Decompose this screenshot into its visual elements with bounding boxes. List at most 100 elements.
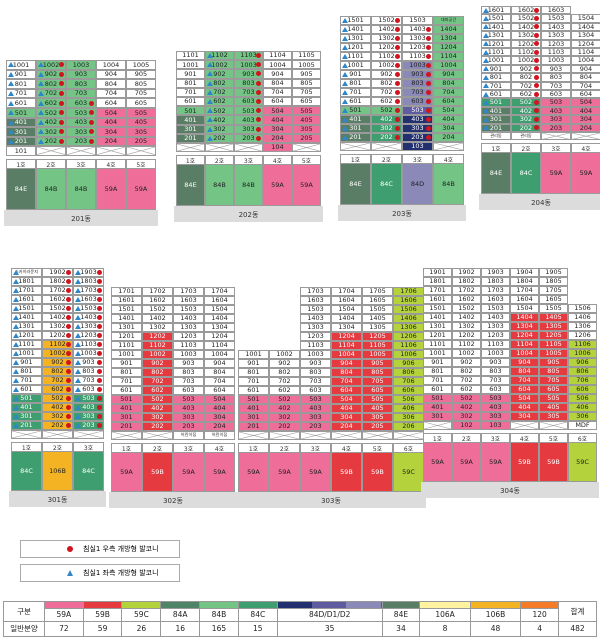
unit-number: 402 — [151, 404, 164, 413]
unit-cell: 702 — [452, 376, 481, 385]
unit-number: 1403 — [487, 313, 504, 322]
unit-cell: 1201 — [340, 43, 371, 52]
red-dot-icon — [534, 66, 539, 72]
red-dot-icon — [66, 324, 71, 329]
unit-cell: 902 — [42, 358, 73, 367]
type-swatch — [199, 601, 239, 609]
unit-cell: 502 — [142, 395, 173, 404]
unit-cell: 601 — [238, 386, 269, 395]
unit-number: 1401 — [118, 314, 135, 323]
unit-number: 404 — [340, 404, 353, 413]
unit-cell: 205 — [292, 133, 321, 143]
unit-number: 1601 — [487, 6, 505, 14]
unit-type-cell: 59A — [173, 452, 204, 492]
unit-number: 1202 — [149, 332, 166, 341]
unit-number: 1701 — [118, 287, 135, 296]
unit-number: 1603 — [80, 295, 97, 304]
unit-number: 906 — [576, 358, 589, 367]
pilotis-cell — [331, 431, 362, 440]
unit-number: 902 — [278, 359, 291, 368]
unit-cell: 어린이집 — [204, 431, 235, 440]
unit-number: 301 — [184, 124, 197, 133]
unit-cell: 203 — [173, 422, 204, 431]
unit-number: 1302 — [149, 323, 166, 332]
unit-number: 502 — [44, 108, 58, 117]
unit-number: 1404 — [516, 313, 533, 322]
unit-number: 스카이라운지 — [14, 269, 39, 275]
unit-cell: 903 — [66, 69, 96, 80]
unit-cell: 605 — [362, 386, 393, 395]
unit-number: 304 — [340, 413, 353, 422]
unit-cell: 1603 — [300, 296, 331, 305]
red-dot-icon — [66, 405, 71, 410]
unit-cell: 403 — [234, 115, 263, 125]
unit-number: 902 — [51, 358, 64, 367]
unit-cell: 501 — [423, 394, 452, 403]
unit-number: 903 — [74, 70, 88, 79]
unit-number: 504 — [442, 106, 455, 115]
unit-cell: 스카이라운지 — [11, 268, 42, 277]
unit-number: 403 — [549, 106, 563, 115]
unit-number: 1206 — [400, 332, 417, 341]
type-count: 16 — [160, 620, 201, 638]
unit-number: 501 — [20, 394, 33, 403]
unit-number: 1406 — [574, 313, 591, 322]
unit-number: 903 — [489, 358, 502, 367]
unit-number: 1105 — [369, 341, 386, 350]
unit-cell: 704 — [96, 88, 126, 99]
unit-cell: 1102 — [142, 341, 173, 350]
unit-cell: 1603 — [173, 296, 204, 305]
unit-number: 401 — [184, 115, 197, 124]
unit-cell: 1105 — [362, 341, 393, 350]
building-name: 201동 — [4, 210, 158, 226]
unit-cell: 1202 — [511, 39, 541, 48]
unit-cell: 1104 — [331, 341, 362, 350]
unit-number: 1406 — [400, 314, 417, 323]
unit-cell: 403 — [402, 115, 433, 124]
unit-type-cell: 84B — [66, 168, 96, 210]
unit-number: 502 — [519, 98, 533, 107]
blue-triangle-icon — [342, 63, 348, 68]
pilotis-cell — [142, 431, 173, 440]
unit-number: 404 — [442, 115, 455, 124]
red-dot-icon — [256, 71, 261, 77]
unit-cell: 1204 — [571, 39, 600, 48]
red-dot-icon — [66, 360, 71, 365]
unit-cell: 702 — [269, 377, 300, 386]
unit-number: 504 — [104, 108, 118, 117]
unit-cell: 303 — [402, 124, 433, 133]
unit-number: 1302 — [378, 34, 395, 43]
unit-cell: 702 — [42, 376, 73, 385]
pilotis-cell — [423, 421, 452, 430]
line-header: 5호 — [362, 443, 393, 453]
unit-number: 1102 — [458, 340, 475, 349]
unit-cell: 1202 — [452, 331, 481, 340]
unit-cell: 603 — [173, 386, 204, 395]
unit-number: 901 — [20, 358, 33, 367]
unit-number: 1002 — [517, 56, 535, 65]
blue-triangle-icon — [38, 139, 44, 145]
unit-number: 301 — [247, 413, 260, 422]
unit-cell: 1703 — [73, 286, 104, 295]
line-header: 3호 — [300, 443, 331, 453]
unit-number: 1003 — [240, 60, 257, 69]
unit-cell: 401 — [111, 404, 142, 413]
unit-cell: 1404 — [571, 22, 600, 32]
unit-number: 303 — [489, 412, 502, 421]
unit-cell: 504 — [433, 106, 464, 115]
unit-cell: 1602 — [511, 6, 541, 15]
unit-cell: 206 — [393, 422, 424, 431]
unit-cell: 804 — [433, 79, 464, 88]
red-dot-icon — [534, 32, 539, 38]
unit-number: 704 — [104, 89, 118, 98]
unit-number: 1402 — [458, 313, 475, 322]
red-dot-icon — [66, 387, 71, 392]
unit-cell: 805 — [539, 367, 568, 376]
unit-cell: 903 — [300, 359, 331, 368]
unit-number: 403 — [309, 404, 322, 413]
unit-cell: 601 — [340, 97, 371, 106]
unit-cell: 705 — [292, 87, 321, 97]
unit-number: 1205 — [369, 332, 386, 341]
unit-number: 1206 — [574, 331, 591, 340]
unit-number: 1204 — [338, 332, 355, 341]
